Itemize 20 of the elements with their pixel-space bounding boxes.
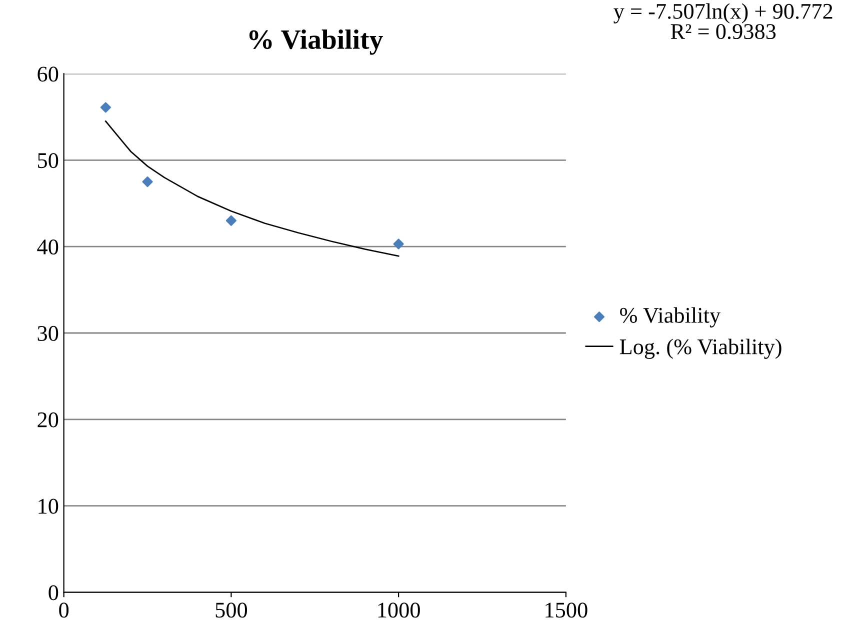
- y-tick-label: 30: [38, 326, 58, 341]
- legend-label: % Viability: [620, 307, 721, 328]
- y-tick-label: 50: [38, 153, 58, 168]
- text: y = -7.507ln(x) + 90.772 R² = 0.9383: [614, 3, 832, 40]
- line-series: [104, 120, 400, 257]
- point: [142, 176, 153, 188]
- x-tick-label: 1500: [546, 602, 588, 618]
- y-tick-label: 40: [37, 240, 58, 254]
- x-tick-label: 0: [59, 602, 69, 618]
- legend-label: Log. (% Viability): [620, 338, 782, 359]
- y-tick-label: 10: [38, 498, 58, 514]
- point: [226, 215, 236, 226]
- x-tick-label: 1000: [378, 602, 420, 618]
- x-tick-label: 500: [216, 602, 248, 618]
- point: [393, 238, 404, 250]
- y-tick-label: 60: [38, 66, 58, 82]
- y-tick-label: 0: [48, 585, 58, 600]
- y-tick-label: 20: [38, 412, 58, 428]
- chart-title: % Viability: [249, 29, 383, 55]
- point: [100, 102, 111, 113]
